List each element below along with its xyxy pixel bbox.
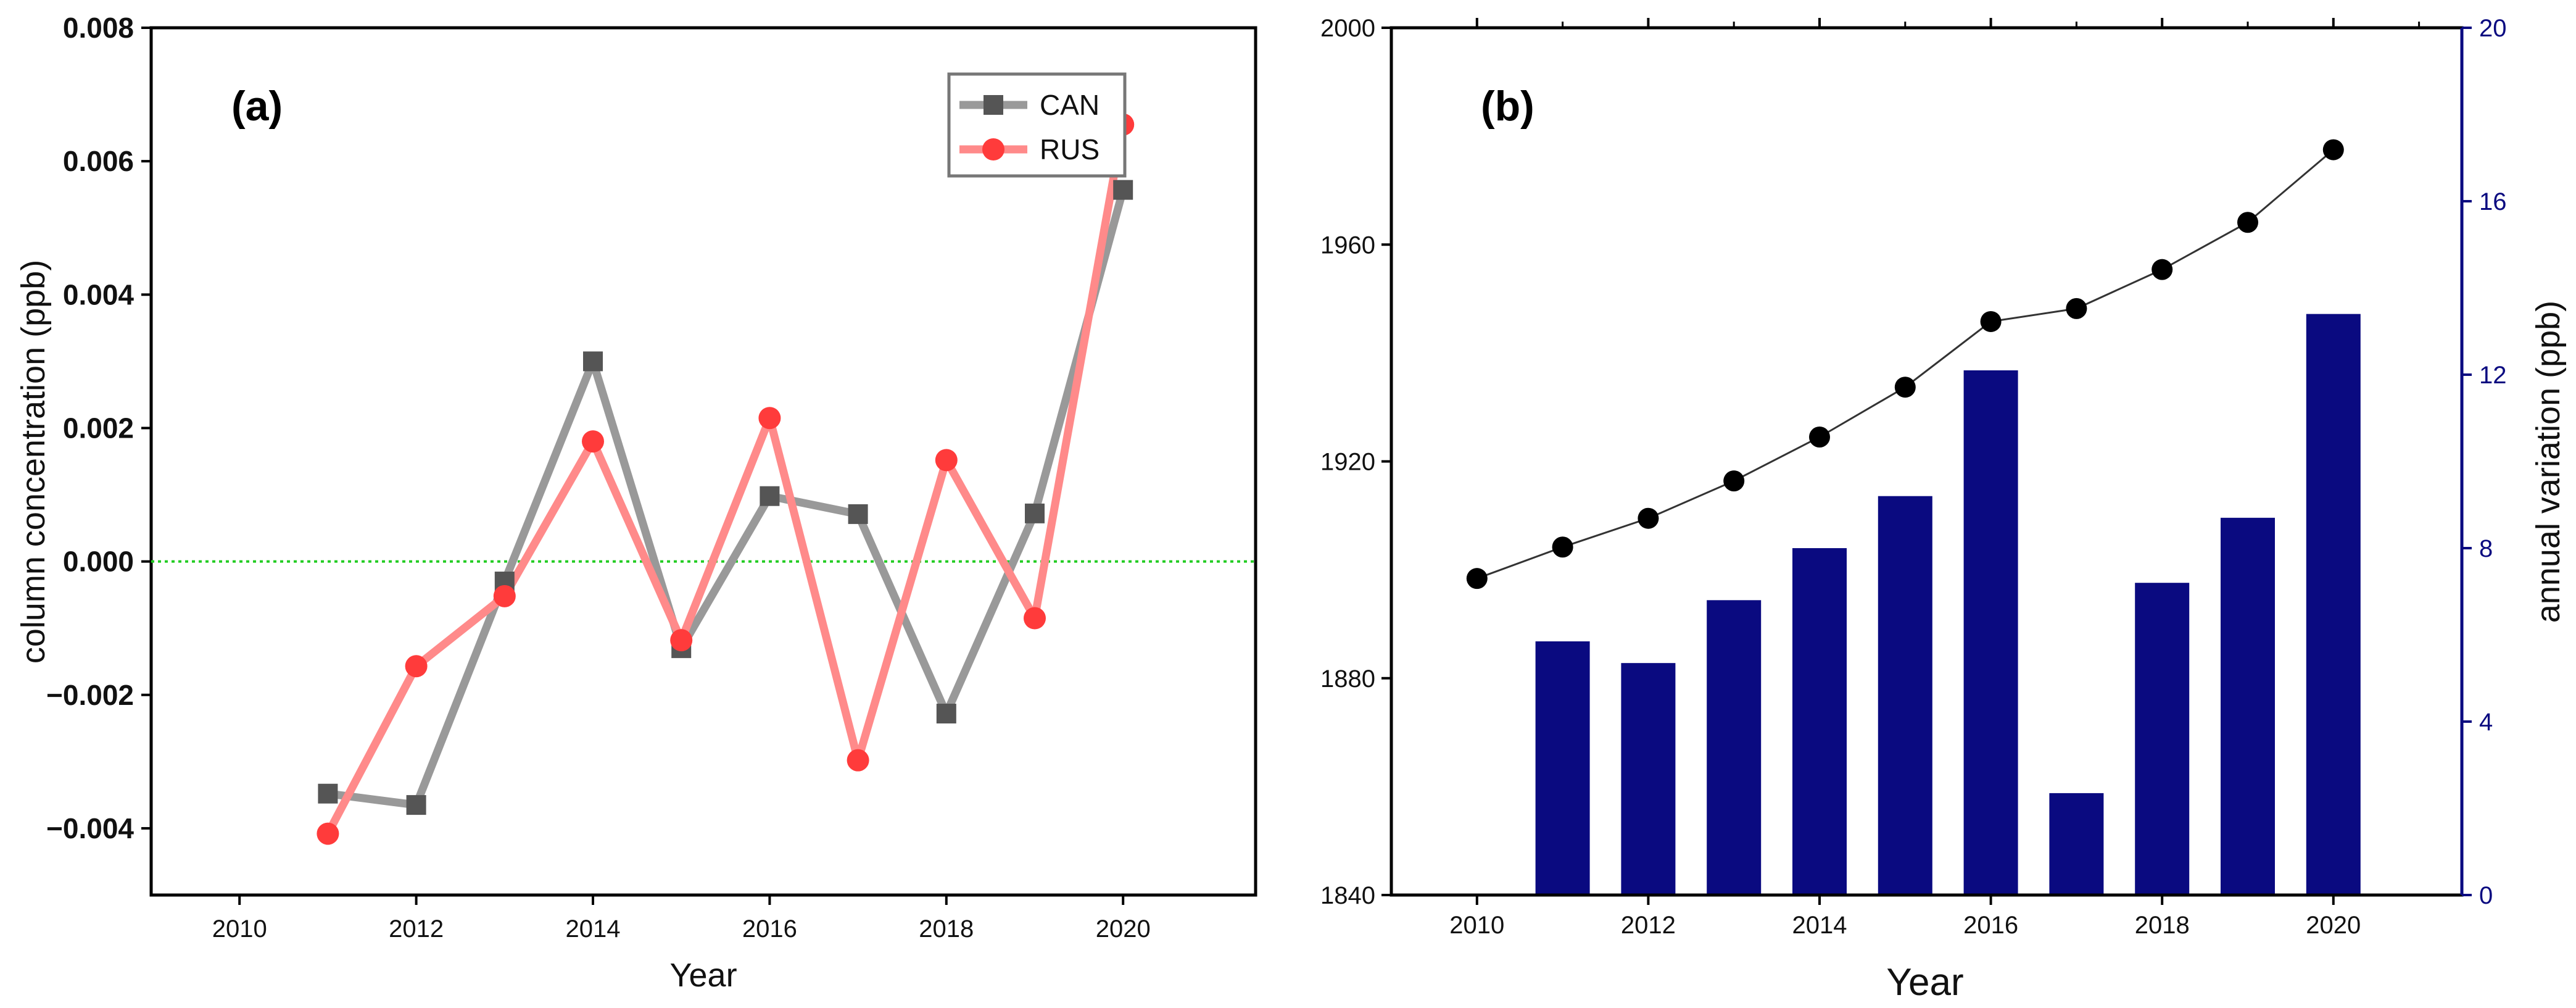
legend-can-marker — [984, 95, 1003, 115]
series-rus-point — [317, 822, 339, 845]
series-rus-point — [935, 449, 958, 472]
right-y-tick-label: 4 — [2479, 709, 2493, 736]
panel-b-right-axis-title: annual variation (ppb) — [2530, 301, 2567, 623]
x-tick-label: 2016 — [1963, 912, 2018, 939]
left-y-tick-label: 1880 — [1320, 665, 1375, 693]
concentration-point — [2237, 212, 2258, 233]
panel-b: 2010 2012 2014 2016 2018 20201840188019201960… — [1320, 15, 2567, 1004]
annual-variation-bar — [1963, 370, 2018, 895]
annual-variation-bar — [2135, 583, 2190, 895]
annual-variation-bar — [1621, 663, 1676, 895]
concentration-point — [1638, 507, 1659, 529]
series-rus-point — [1024, 607, 1046, 630]
series-rus-point — [405, 655, 428, 678]
series-rus-line — [324, 123, 1127, 836]
x-tick-label: 2020 — [1096, 915, 1151, 943]
x-tick-label: 2014 — [1792, 912, 1847, 939]
series-can-point — [1025, 503, 1045, 523]
right-y-tick-label: 0 — [2479, 882, 2493, 909]
series-rus-point — [847, 749, 869, 772]
series-rus-point — [758, 407, 781, 430]
panel-b-line-series — [1466, 139, 2344, 589]
series-can-line — [327, 188, 1127, 809]
concentration-point — [1552, 536, 1573, 558]
panel-b-bars — [1535, 314, 2361, 895]
legend-rus-label: RUS — [1040, 133, 1100, 165]
concentration-point — [1894, 377, 1916, 398]
panel-a-ticks: 2010 2012 2014 2016 2018 2020 −0.004 −0.002 0.00… — [46, 12, 1151, 943]
x-tick-label: 2018 — [919, 915, 974, 943]
legend-box — [947, 72, 1127, 178]
x-tick-label: 2016 — [742, 915, 797, 943]
panel-a-label: (a) — [231, 83, 283, 130]
panel-b-x-axis-title: Year — [1886, 961, 1963, 1004]
concentration-point — [1723, 470, 1745, 492]
concentration-point — [2066, 298, 2087, 319]
left-y-tick-label: 2000 — [1320, 15, 1375, 42]
panel-a-y-axis-title: column concentration (ppb) — [15, 260, 52, 664]
right-y-tick-label: 8 — [2479, 535, 2493, 562]
panel-a-frame — [149, 26, 1257, 897]
annual-variation-bar — [1878, 496, 1932, 895]
x-tick-label: 2010 — [1449, 912, 1504, 939]
annual-variation-bar — [1535, 641, 1590, 895]
series-can-point — [848, 504, 868, 524]
concentration-point — [1980, 310, 2002, 332]
x-tick-label: 2020 — [2306, 912, 2361, 939]
series-rus-point — [582, 430, 604, 453]
x-tick-label: 2018 — [2135, 912, 2190, 939]
concentration-point — [1809, 426, 1830, 448]
annual-variation-bar — [2049, 793, 2104, 895]
series-can-point — [318, 783, 338, 804]
annual-variation-bar — [2306, 314, 2361, 895]
y-tick-label: 0.008 — [63, 12, 134, 44]
x-tick-label: 2010 — [212, 915, 267, 943]
right-y-tick-label: 16 — [2479, 188, 2507, 215]
annual-variation-bar — [1792, 548, 1847, 895]
right-y-tick-label: 12 — [2479, 362, 2507, 389]
y-tick-label: 0.002 — [63, 412, 134, 444]
series-can-point — [406, 795, 426, 815]
legend-can-label: CAN — [1040, 89, 1100, 121]
panel-b-ticks: 2010 2012 2014 2016 2018 20201840188019201960… — [1320, 15, 2506, 939]
x-tick-label: 2012 — [389, 915, 444, 943]
panel-a-x-axis-title: Year — [669, 957, 737, 994]
concentration-point — [1466, 568, 1488, 589]
series-can-point — [760, 486, 780, 506]
left-y-tick-label: 1960 — [1320, 231, 1375, 259]
y-tick-label: −0.002 — [46, 679, 134, 711]
y-tick-label: −0.004 — [46, 812, 134, 844]
panel-a-series — [317, 113, 1135, 845]
series-can-point — [936, 704, 956, 724]
right-y-tick-label: 20 — [2479, 15, 2507, 42]
panel-a-legend: CAN RUS — [947, 72, 1127, 178]
annual-variation-bar — [2221, 517, 2275, 895]
left-y-tick-label: 1840 — [1320, 882, 1375, 909]
concentration-point — [2151, 259, 2173, 280]
legend-rus-marker — [982, 138, 1004, 160]
x-tick-label: 2012 — [1621, 912, 1676, 939]
series-can-point — [1113, 180, 1133, 200]
left-y-tick-label: 1920 — [1320, 449, 1375, 476]
panel-b-label: (b) — [1481, 83, 1534, 130]
series-rus-point — [493, 585, 516, 607]
concentration-point — [2322, 139, 2344, 160]
panel-a: 2010 2012 2014 2016 2018 2020 −0.004 −0.002 0.00… — [15, 12, 1257, 994]
series-rus-point — [670, 629, 693, 652]
annual-variation-bar — [1707, 600, 1762, 895]
y-tick-label: 0.000 — [63, 546, 134, 578]
series-can-point — [583, 351, 603, 372]
y-tick-label: 0.006 — [63, 145, 134, 177]
y-tick-label: 0.004 — [63, 278, 135, 310]
x-tick-label: 2014 — [566, 915, 621, 943]
